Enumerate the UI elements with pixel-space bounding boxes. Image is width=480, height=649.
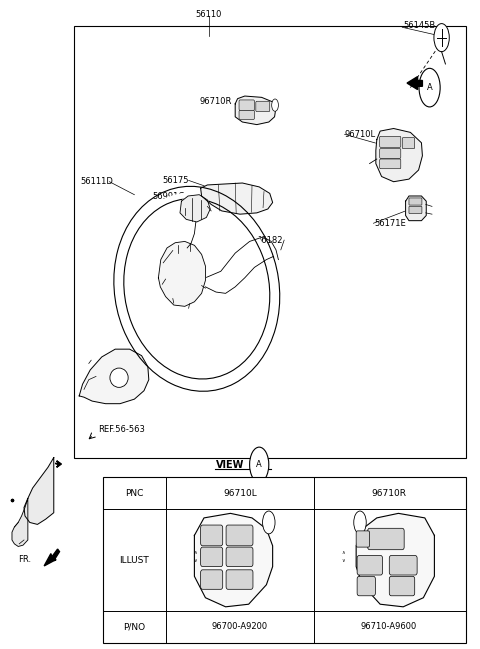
Polygon shape: [235, 96, 276, 125]
Ellipse shape: [110, 368, 128, 387]
Text: ∨: ∨: [341, 557, 345, 563]
Text: VIEW: VIEW: [216, 459, 245, 470]
FancyBboxPatch shape: [402, 138, 415, 149]
FancyBboxPatch shape: [356, 531, 370, 547]
Polygon shape: [356, 513, 434, 607]
Text: REF.56-563: REF.56-563: [98, 425, 145, 434]
Text: ∧: ∧: [193, 550, 197, 555]
Text: 96710R: 96710R: [199, 97, 231, 106]
Text: 56182: 56182: [257, 236, 283, 245]
Ellipse shape: [434, 23, 449, 52]
Text: P/NO: P/NO: [123, 622, 145, 631]
Text: 96710-A9600: 96710-A9600: [360, 622, 417, 631]
Text: ILLUST: ILLUST: [120, 556, 149, 565]
FancyBboxPatch shape: [409, 206, 422, 214]
Text: FR.: FR.: [18, 555, 31, 564]
Text: A: A: [427, 83, 432, 92]
FancyBboxPatch shape: [389, 556, 417, 575]
Ellipse shape: [272, 99, 278, 111]
Text: 96710L: 96710L: [223, 489, 257, 498]
FancyBboxPatch shape: [409, 198, 422, 205]
Polygon shape: [180, 195, 210, 222]
FancyBboxPatch shape: [226, 525, 253, 546]
Polygon shape: [79, 349, 149, 404]
FancyBboxPatch shape: [256, 101, 270, 112]
Polygon shape: [407, 77, 422, 90]
Ellipse shape: [419, 68, 440, 107]
FancyBboxPatch shape: [380, 136, 401, 147]
FancyBboxPatch shape: [239, 100, 254, 110]
Ellipse shape: [354, 511, 366, 534]
FancyBboxPatch shape: [226, 570, 253, 589]
FancyBboxPatch shape: [357, 576, 375, 596]
Polygon shape: [194, 513, 273, 607]
Text: ∧: ∧: [341, 550, 345, 555]
Text: 96700-A9200: 96700-A9200: [212, 622, 268, 631]
FancyBboxPatch shape: [380, 149, 401, 158]
Polygon shape: [55, 461, 61, 467]
Text: 56175: 56175: [162, 176, 189, 185]
Text: 56111D: 56111D: [81, 177, 113, 186]
Ellipse shape: [263, 511, 275, 534]
Bar: [74, 26, 466, 458]
Polygon shape: [24, 458, 54, 524]
Polygon shape: [201, 183, 273, 214]
FancyBboxPatch shape: [380, 159, 401, 169]
Text: A: A: [256, 460, 262, 469]
FancyBboxPatch shape: [389, 576, 415, 596]
Polygon shape: [406, 196, 426, 221]
FancyBboxPatch shape: [201, 525, 223, 546]
Polygon shape: [158, 241, 205, 306]
Text: 56171E: 56171E: [374, 219, 406, 228]
Text: 56110: 56110: [196, 10, 222, 19]
Text: 96710R: 96710R: [372, 489, 406, 498]
Text: ∨: ∨: [193, 557, 197, 563]
FancyBboxPatch shape: [226, 547, 253, 567]
Polygon shape: [12, 498, 28, 546]
Polygon shape: [376, 129, 422, 182]
Ellipse shape: [250, 447, 269, 482]
FancyBboxPatch shape: [239, 110, 254, 119]
FancyBboxPatch shape: [201, 547, 223, 567]
Bar: [103, 477, 466, 643]
Text: 56991C: 56991C: [153, 192, 185, 201]
FancyBboxPatch shape: [368, 528, 404, 550]
FancyBboxPatch shape: [357, 556, 383, 575]
Text: 56145B: 56145B: [403, 21, 435, 31]
Polygon shape: [44, 549, 60, 566]
Text: 96710L: 96710L: [345, 130, 376, 139]
FancyBboxPatch shape: [201, 570, 223, 589]
Text: PNC: PNC: [125, 489, 144, 498]
Ellipse shape: [119, 193, 275, 385]
